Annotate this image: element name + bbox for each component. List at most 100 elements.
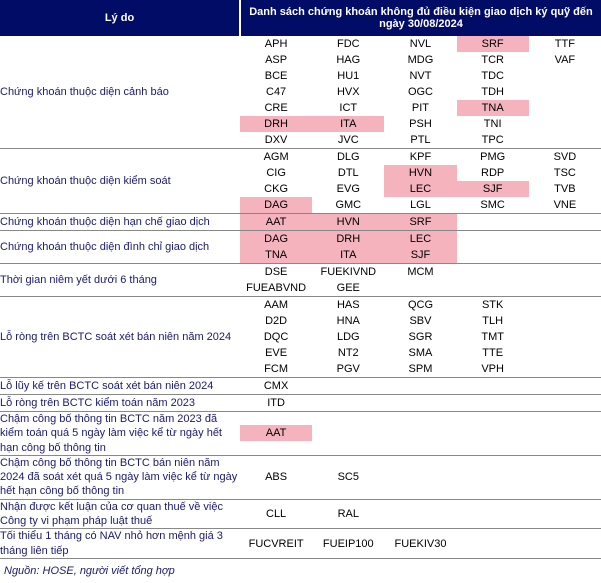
codes-cell: APHFDCNVLSRFTTFASPHAGMDGTCRVAFBCEHU1NVTT… xyxy=(240,36,601,149)
ticker-code xyxy=(457,395,529,411)
ticker-code xyxy=(529,84,601,100)
ticker-code: LDG xyxy=(312,329,384,345)
ticker-code xyxy=(529,425,601,441)
table-row: Lỗ lũy kế trên BCTC soát xét bán niên 20… xyxy=(0,378,601,395)
reason-cell: Chậm công bố thông tin BCTC năm 2023 đã … xyxy=(0,412,240,456)
securities-table: Lý do Danh sách chứng khoán không đủ điề… xyxy=(0,0,601,559)
table-row: Chậm công bố thông tin BCTC năm 2023 đã … xyxy=(0,412,601,456)
ticker-code: HNA xyxy=(312,313,384,329)
ticker-code: DSE xyxy=(240,264,312,280)
ticker-code: DAG xyxy=(240,197,312,213)
ticker-code: FUEABVND xyxy=(240,280,312,296)
ticker-code xyxy=(384,469,456,485)
ticker-code xyxy=(384,280,456,296)
codes-cell: CLLRAL xyxy=(240,499,601,529)
ticker-code: CKG xyxy=(240,181,312,197)
ticker-code xyxy=(384,425,456,441)
table-row: Nhận được kết luận của cơ quan thuế về v… xyxy=(0,499,601,529)
ticker-code: PGV xyxy=(312,361,384,377)
ticker-code: STK xyxy=(457,297,529,313)
source-footer: Nguồn: HOSE, người viết tổng hợp xyxy=(0,559,601,583)
ticker-code: HVN xyxy=(384,165,456,181)
ticker-code: NT2 xyxy=(312,345,384,361)
ticker-code: ABS xyxy=(240,469,312,485)
ticker-code: DAG xyxy=(240,231,312,247)
ticker-code: BCE xyxy=(240,68,312,84)
ticker-code: ICT xyxy=(312,100,384,116)
ticker-code: AAT xyxy=(240,425,312,441)
ticker-code: NVL xyxy=(384,36,456,52)
ticker-code: HAS xyxy=(312,297,384,313)
ticker-code: TCR xyxy=(457,52,529,68)
ticker-code: DTL xyxy=(312,165,384,181)
ticker-code: HAG xyxy=(312,52,384,68)
ticker-code: HU1 xyxy=(312,68,384,84)
ticker-code: LEC xyxy=(384,181,456,197)
ticker-code: AAM xyxy=(240,297,312,313)
ticker-code: TNI xyxy=(457,116,529,132)
codes-cell: ABSSC5 xyxy=(240,455,601,499)
ticker-code: JVC xyxy=(312,132,384,148)
table-row: Chứng khoán thuộc diện hạn chế giao dịch… xyxy=(0,214,601,231)
ticker-code: VAF xyxy=(529,52,601,68)
codes-cell: AGMDLGKPFPMGSVDCIGDTLHVNRDPTSCCKGEVGLECS… xyxy=(240,149,601,214)
ticker-code xyxy=(529,378,601,394)
ticker-code: TTE xyxy=(457,345,529,361)
ticker-code: TNA xyxy=(240,247,312,263)
ticker-code: DRH xyxy=(312,231,384,247)
ticker-code: PIT xyxy=(384,100,456,116)
ticker-code: VPH xyxy=(457,361,529,377)
ticker-code xyxy=(529,214,601,230)
reason-cell: Thời gian niêm yết dưới 6 tháng xyxy=(0,264,240,297)
ticker-code: FCM xyxy=(240,361,312,377)
ticker-code: KPF xyxy=(384,149,456,165)
ticker-code: DRH xyxy=(240,116,312,132)
ticker-code: LGL xyxy=(384,197,456,213)
codes-cell: AATHVNSRF xyxy=(240,214,601,231)
ticker-code: SMC xyxy=(457,197,529,213)
ticker-code xyxy=(529,297,601,313)
ticker-code: TLH xyxy=(457,313,529,329)
ticker-code xyxy=(529,395,601,411)
ticker-code: SJF xyxy=(457,181,529,197)
ticker-code: TVB xyxy=(529,181,601,197)
ticker-code: FUEKIVND xyxy=(312,264,384,280)
ticker-code: TNA xyxy=(457,100,529,116)
ticker-code: HVX xyxy=(312,84,384,100)
reason-cell: Chứng khoán thuộc diện kiểm soát xyxy=(0,149,240,214)
codes-cell: DAGDRHLECTNAITASJF xyxy=(240,231,601,264)
ticker-code xyxy=(529,231,601,247)
ticker-code xyxy=(457,264,529,280)
ticker-code xyxy=(457,425,529,441)
ticker-code: PTL xyxy=(384,132,456,148)
ticker-code xyxy=(529,329,601,345)
ticker-code: FUEIP100 xyxy=(312,536,384,552)
ticker-code: TTF xyxy=(529,36,601,52)
ticker-code: AGM xyxy=(240,149,312,165)
ticker-code: TPC xyxy=(457,132,529,148)
ticker-code xyxy=(457,378,529,394)
ticker-code: FDC xyxy=(312,36,384,52)
ticker-code: SC5 xyxy=(312,469,384,485)
ticker-code xyxy=(457,506,529,522)
reason-cell: Tối thiểu 1 tháng có NAV nhỏ hơn mệnh gi… xyxy=(0,529,240,559)
ticker-code: DQC xyxy=(240,329,312,345)
table-row: Chứng khoán thuộc diện đình chỉ giao dịc… xyxy=(0,231,601,264)
codes-cell: DSEFUEKIVNDMCMFUEABVNDGEE xyxy=(240,264,601,297)
ticker-code: TSC xyxy=(529,165,601,181)
ticker-code: C47 xyxy=(240,84,312,100)
ticker-code xyxy=(529,132,601,148)
ticker-code xyxy=(529,506,601,522)
ticker-code: CMX xyxy=(240,378,312,394)
ticker-code: GEE xyxy=(312,280,384,296)
ticker-code: AAT xyxy=(240,214,312,230)
ticker-code: D2D xyxy=(240,313,312,329)
ticker-code xyxy=(457,247,529,263)
ticker-code: ASP xyxy=(240,52,312,68)
ticker-code: HVN xyxy=(312,214,384,230)
reason-cell: Lỗ lũy kế trên BCTC soát xét bán niên 20… xyxy=(0,378,240,395)
ticker-code: QCG xyxy=(384,297,456,313)
header-reason: Lý do xyxy=(0,0,240,36)
ticker-code: OGC xyxy=(384,84,456,100)
ticker-code: PSH xyxy=(384,116,456,132)
